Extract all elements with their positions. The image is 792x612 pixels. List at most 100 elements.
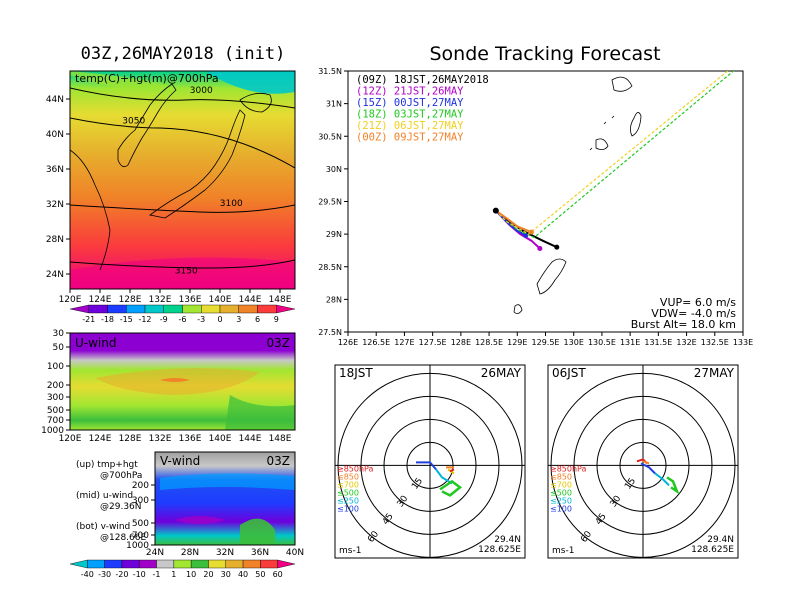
- u-x-tick-label: 136E: [179, 434, 202, 444]
- pressure-legend-entry: ≤850: [550, 472, 572, 481]
- pressure-legend-entry: ≤700: [550, 480, 572, 489]
- u-y-tick-label: 30: [53, 329, 65, 339]
- track-end-point: [523, 232, 529, 238]
- u-y-tick-label: 200: [47, 381, 64, 391]
- pressure-legend-entry: ≤500: [337, 488, 359, 497]
- colorbar-label: -20: [115, 570, 128, 579]
- colorbar-label: -30: [98, 570, 111, 579]
- map-x-tick-label: 144E: [239, 295, 262, 305]
- track-x-tick-label: 128.5E: [475, 338, 503, 347]
- map-y-tick-label: 36N: [46, 165, 64, 175]
- map-y-ticks: 24N 28N 32N 36N 40N 44N: [46, 95, 70, 280]
- map-y-tick-label: 28N: [46, 235, 64, 245]
- colorbar-label: 10: [186, 570, 196, 579]
- polar-unit: ms-1: [339, 546, 361, 556]
- colorbar-swatch: [208, 559, 226, 569]
- u-wind-field: [70, 333, 295, 430]
- v-wind-time: 03Z: [267, 454, 291, 468]
- colorbar-label: -9: [160, 315, 168, 324]
- track-legend-entry: (18Z) 03JST,27MAY: [356, 109, 464, 121]
- contour-label: 3100: [220, 199, 243, 209]
- colorbar-label: -1: [153, 570, 161, 579]
- v-x-tick-label: 28N: [181, 548, 199, 558]
- panel-legend: (up) tmp+hgt@700hPa (mid) u-wind@29.36N (b…: [76, 460, 146, 543]
- colorbar-swatch: [190, 559, 209, 569]
- colorbar-swatch: [88, 304, 108, 314]
- u-y-tick-label: 500: [47, 406, 64, 416]
- colorbar-swatch: [276, 304, 296, 314]
- colorbar-swatch: [69, 304, 89, 314]
- track-y-tick-label: 31.5N: [318, 67, 342, 76]
- panel-legend-line: (bot) v-wind: [76, 522, 130, 532]
- colorbar-swatch: [277, 559, 296, 569]
- track-end-point: [528, 229, 534, 235]
- temperature-colorbar: -21 -18 -15 -12 -9 -6 -3 0 3 6 9: [69, 304, 296, 324]
- map-x-tick-label: 124E: [89, 295, 112, 305]
- v-y-tick-label: 700: [132, 531, 149, 541]
- panel-legend-line: @128.66E: [100, 533, 146, 543]
- colorbar-swatch: [225, 559, 244, 569]
- stat-burst: Burst Alt= 18.0 km: [631, 318, 736, 331]
- colorbar-label: 3: [236, 315, 241, 324]
- colorbar-swatch: [219, 304, 239, 314]
- map-field-label: temp(C)+hgt(m)@700hPa: [75, 72, 219, 85]
- u-y-tick-label: 100: [47, 362, 64, 372]
- track-legend-entry: (15Z) 00JST,27MAY: [356, 97, 464, 109]
- track-y-tick-label: 30N: [326, 165, 342, 174]
- colorbar-label: 60: [273, 570, 283, 579]
- track-y-tick-label: 29N: [326, 230, 342, 239]
- track-legend-entry: (12Z) 21JST,26MAY: [356, 86, 464, 98]
- track-series-line: [495, 209, 532, 234]
- map-y-tick-label: 40N: [46, 130, 64, 140]
- track-x-tick-label: 126E: [338, 338, 358, 347]
- pressure-legend-entry: ≤500: [550, 488, 572, 497]
- colorbar-label: 20: [203, 570, 213, 579]
- v-x-tick-label: 32N: [216, 548, 234, 558]
- colorbar-swatch: [242, 559, 261, 569]
- track-y-tick-label: 27.5N: [318, 328, 342, 337]
- track-lines: [492, 71, 735, 251]
- colorbar-swatch: [260, 559, 278, 569]
- track-x-tick-label: 126.5E: [362, 338, 390, 347]
- colorbar-swatch: [126, 304, 146, 314]
- pressure-legend-entry: ≥850hPa: [550, 464, 587, 473]
- colorbar-label: 0: [217, 315, 222, 324]
- track-end-point: [537, 245, 543, 251]
- panel-legend-line: (mid) u-wind: [76, 491, 133, 501]
- u-wind-time: 03Z: [267, 336, 291, 350]
- contour-label: 3150: [175, 266, 198, 276]
- map-x-tick-label: 120E: [59, 295, 82, 305]
- colorbar-swatch: [121, 559, 140, 569]
- map-x-tick-label: 128E: [119, 295, 142, 305]
- polar-location-lat: 29.4N: [707, 535, 734, 545]
- track-x-tick-label: 127.5E: [419, 338, 447, 347]
- colorbar-swatch: [139, 559, 157, 569]
- u-x-tick-label: 132E: [149, 434, 172, 444]
- track-x-tick-label: 130.5E: [588, 338, 616, 347]
- colorbar-swatch: [163, 304, 183, 314]
- colorbar-label: -12: [138, 315, 151, 324]
- v-y-tick-label: 200: [132, 481, 149, 491]
- u-x-tick-label: 144E: [239, 434, 262, 444]
- panel-legend-line: (up) tmp+hgt: [76, 460, 138, 470]
- track-legend-entry: (09Z) 18JST,26MAY2018: [356, 74, 489, 86]
- u-y-tick-label: 50: [53, 343, 65, 353]
- contour-labels: 3000 3050 3100 3150: [122, 86, 243, 277]
- colorbar-swatch: [156, 559, 175, 569]
- colorbar-label: -6: [179, 315, 187, 324]
- polar-location-lat: 29.4N: [494, 535, 521, 545]
- colorbar-label: -10: [133, 570, 146, 579]
- pressure-legend-entry: ≥850hPa: [337, 464, 374, 473]
- colorbar-label: 6: [255, 315, 260, 324]
- track-x-tick-label: 128E: [451, 338, 471, 347]
- colorbar-swatch: [104, 559, 123, 569]
- u-x-tick-label: 124E: [89, 434, 112, 444]
- temperature-field: [70, 71, 295, 289]
- colorbar-swatch: [173, 559, 192, 569]
- polar-date-label: 26MAY: [481, 366, 522, 380]
- u-wind-x-ticks: 120E 124E 128E 132E 136E 140E 144E 148E: [59, 434, 292, 444]
- colorbar-swatch: [87, 559, 105, 569]
- colorbar-swatch: [257, 304, 277, 314]
